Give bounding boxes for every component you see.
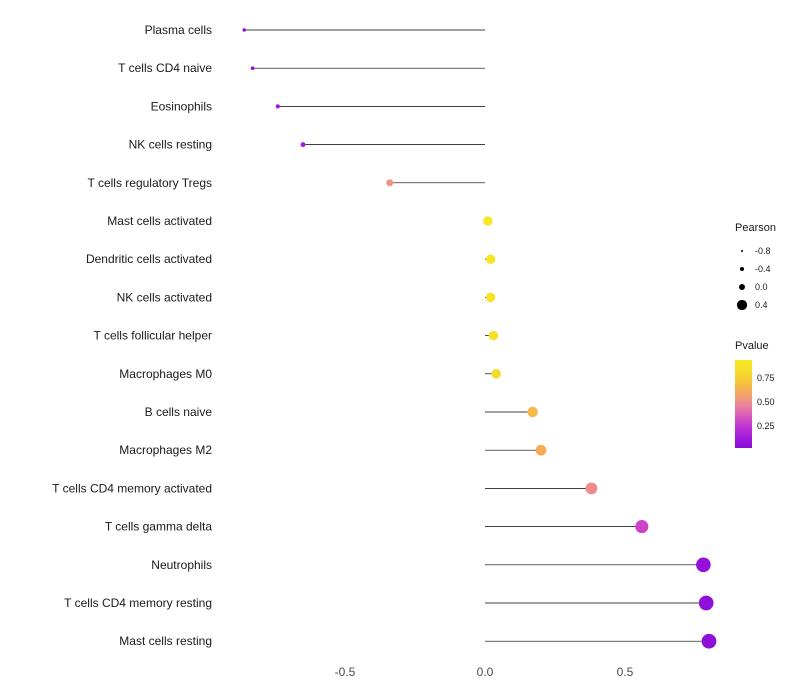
dot: [242, 28, 246, 32]
dot: [275, 104, 280, 109]
x-axis-tick-label: 0.5: [617, 665, 634, 679]
dot: [300, 142, 306, 148]
dot: [488, 330, 499, 341]
dot: [635, 520, 649, 534]
lollipop-row: Plasma cells: [145, 23, 485, 37]
pearson-size-legend-item: 0.0: [735, 278, 799, 296]
lollipop-row: T cells CD4 memory activated: [52, 481, 598, 495]
category-label: B cells naive: [145, 405, 213, 419]
lollipop-row: T cells gamma delta: [105, 520, 649, 534]
category-label: Dendritic cells activated: [86, 252, 212, 266]
lollipop-row: Mast cells activated: [107, 214, 493, 228]
category-label: T cells CD4 memory activated: [52, 481, 212, 495]
dot: [527, 406, 538, 418]
category-label: Neutrophils: [151, 558, 212, 572]
pearson-legend-title: Pearson: [735, 222, 776, 234]
category-label: NK cells resting: [129, 138, 212, 152]
pvalue-gradient-legend: 0.75 0.50 0.25: [735, 360, 799, 452]
category-label: T cells gamma delta: [105, 520, 212, 534]
dot: [535, 444, 547, 456]
category-label: Mast cells resting: [119, 634, 212, 648]
legend-size-label: -0.4: [755, 264, 771, 274]
lollipop-row: T cells follicular helper: [94, 329, 499, 343]
x-axis-tick-label: 0.0: [477, 665, 494, 679]
category-label: NK cells activated: [117, 290, 212, 304]
category-label: T cells regulatory Tregs: [88, 176, 213, 190]
pearson-size-legend-item: -0.8: [735, 242, 799, 260]
lollipop-row: T cells CD4 memory resting: [64, 595, 714, 611]
dot: [696, 557, 711, 573]
pvalue-legend-tick-label: 0.75: [757, 373, 775, 384]
dot: [250, 66, 255, 71]
pvalue-gradient-bar: [735, 360, 752, 448]
pvalue-legend-tick-label: 0.50: [757, 397, 775, 408]
dot: [701, 633, 717, 649]
category-label: Plasma cells: [145, 23, 212, 37]
lollipop-row: Macrophages M0: [119, 367, 501, 381]
dot: [491, 369, 501, 379]
dot: [386, 179, 394, 187]
category-label: Macrophages M0: [119, 367, 212, 381]
pearson-size-legend-item: 0.4: [735, 296, 799, 314]
category-label: T cells follicular helper: [94, 329, 213, 343]
dot: [485, 292, 496, 303]
pearson-size-legend: -0.8 -0.4 0.0 0.4: [735, 242, 799, 314]
lollipop-row: Mast cells resting: [119, 633, 717, 649]
legend-size-dot-box: [735, 244, 749, 258]
legend-size-label: 0.0: [755, 282, 768, 292]
legend-size-dot-box: [735, 298, 749, 312]
dot: [698, 595, 714, 611]
legend-size-label: -0.8: [755, 246, 771, 256]
lollipop-row: T cells regulatory Tregs: [88, 176, 485, 190]
lollipop-row: Macrophages M2: [119, 443, 547, 457]
category-label: T cells CD4 memory resting: [64, 596, 212, 610]
category-label: T cells CD4 naive: [118, 61, 212, 75]
category-label: Eosinophils: [151, 99, 212, 113]
pvalue-legend-title: Pvalue: [735, 340, 769, 352]
lollipop-row: T cells CD4 naive: [118, 61, 485, 75]
lollipop-row: NK cells activated: [117, 290, 496, 304]
dot: [585, 482, 598, 495]
lollipop-row: Dendritic cells activated: [86, 252, 496, 266]
legend-panel: Pearson -0.8 -0.4 0.0 0.4 Pvalue 0.75 0.50 0.…: [735, 222, 799, 452]
category-label: Macrophages M2: [119, 443, 212, 457]
legend-size-label: 0.4: [755, 300, 768, 310]
pearson-size-legend-item: -0.4: [735, 260, 799, 278]
lollipop-row: NK cells resting: [129, 138, 485, 152]
legend-size-dot: [738, 283, 746, 291]
lollipop-row: Eosinophils: [151, 99, 485, 113]
lollipop-row: Neutrophils: [151, 557, 711, 573]
lollipop-row: B cells naive: [145, 405, 538, 419]
legend-size-dot: [740, 249, 744, 253]
legend-size-dot-box: [735, 262, 749, 276]
pvalue-legend-tick-label: 0.25: [757, 420, 775, 431]
legend-size-dot: [737, 300, 747, 310]
legend-size-dot-box: [735, 280, 749, 294]
x-axis-tick-label: -0.5: [335, 665, 356, 679]
dot: [485, 254, 496, 264]
dot: [483, 216, 493, 226]
category-label: Mast cells activated: [107, 214, 212, 228]
legend-size-dot: [739, 266, 745, 272]
